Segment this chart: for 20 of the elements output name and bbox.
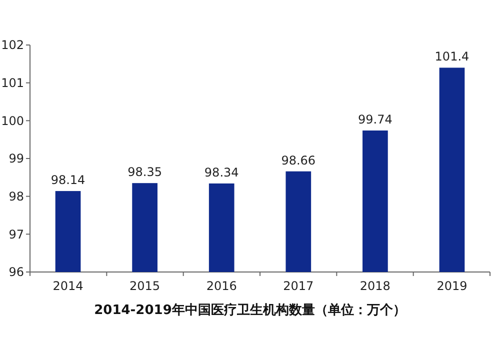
data-label: 98.66 [281, 153, 316, 168]
x-tick-label: 2017 [283, 279, 314, 293]
text: 2014-2019年中国医疗卫生机构数量（单位：万个） [94, 302, 406, 318]
x-tick-label: 2015 [130, 279, 160, 293]
y-tick-label: 100 [1, 114, 24, 128]
x-tick-label: 2014 [52, 279, 84, 293]
y-tick-label: 96 [8, 265, 24, 280]
y-tick-label: 102 [1, 38, 24, 52]
y-tick-label: 97 [8, 227, 24, 242]
data-label: 98.34 [204, 165, 239, 180]
y-tick-label: 99 [8, 152, 24, 166]
x-tick-label: 2016 [206, 279, 237, 293]
y-tick-label: 98 [8, 190, 24, 204]
data-label: 98.35 [128, 165, 162, 180]
x-tick-label: 2019 [436, 279, 468, 293]
data-label: 98.14 [50, 173, 86, 188]
data-label: 101.4 [434, 50, 470, 64]
y-tick-label: 101 [1, 76, 24, 90]
data-label: 99.74 [358, 112, 392, 127]
x-tick-label: 2018 [360, 279, 390, 293]
